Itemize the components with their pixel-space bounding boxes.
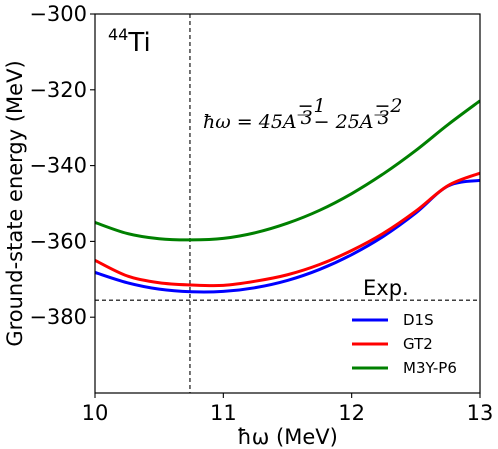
legend-label-d1s: D1S xyxy=(403,311,434,329)
x-tick-label: 13 xyxy=(467,401,494,425)
y-tick-label: −380 xyxy=(29,305,87,329)
legend-label-gt2: GT2 xyxy=(403,335,433,353)
formula-exp1-num: −1 xyxy=(298,95,326,117)
x-tick-label: 11 xyxy=(210,401,237,425)
legend-label-m3y-p6: M3Y-P6 xyxy=(403,359,457,377)
formula-a1: A xyxy=(281,111,297,133)
y-tick-label: −320 xyxy=(29,78,87,102)
plot-area: Exp. 10 11 12 13 −300 −320 −340 −360 −380 ħω (MeV)… xyxy=(3,2,493,449)
formula-lhs: ħω = 45 xyxy=(203,111,283,133)
nucleus-label: 44Ti xyxy=(108,25,151,58)
legend: D1S GT2 M3Y-P6 xyxy=(352,311,457,377)
formula-annotation: ħω = 45 A−13 − 25 A−23 xyxy=(203,95,403,133)
plot-frame xyxy=(94,13,481,394)
formula-a2: A xyxy=(358,111,374,133)
series-line-gt2 xyxy=(95,171,480,288)
y-tick-label: −300 xyxy=(29,2,87,26)
nucleus-mass-number: 44 xyxy=(108,25,128,44)
experiment-label: Exp. xyxy=(363,276,409,300)
y-tick-label: −340 xyxy=(29,154,87,178)
formula-exp2-num: −2 xyxy=(375,95,403,117)
x-tick-label: 10 xyxy=(82,401,109,425)
series-line-d1s xyxy=(95,178,480,294)
nucleus-element: Ti xyxy=(127,28,150,58)
series-line-m3y-p6 xyxy=(95,99,480,242)
x-axis-label: ħω (MeV) xyxy=(237,425,338,449)
x-tick-label: 12 xyxy=(338,401,365,425)
formula-exp2-den: 3 xyxy=(378,107,390,129)
series-curves xyxy=(95,99,480,294)
formula-exp1-den: 3 xyxy=(301,107,313,129)
y-axis-label: Ground-state energy (MeV) xyxy=(3,60,27,346)
y-tick-label: −360 xyxy=(29,229,87,253)
formula-mid: − 25 xyxy=(314,111,360,133)
